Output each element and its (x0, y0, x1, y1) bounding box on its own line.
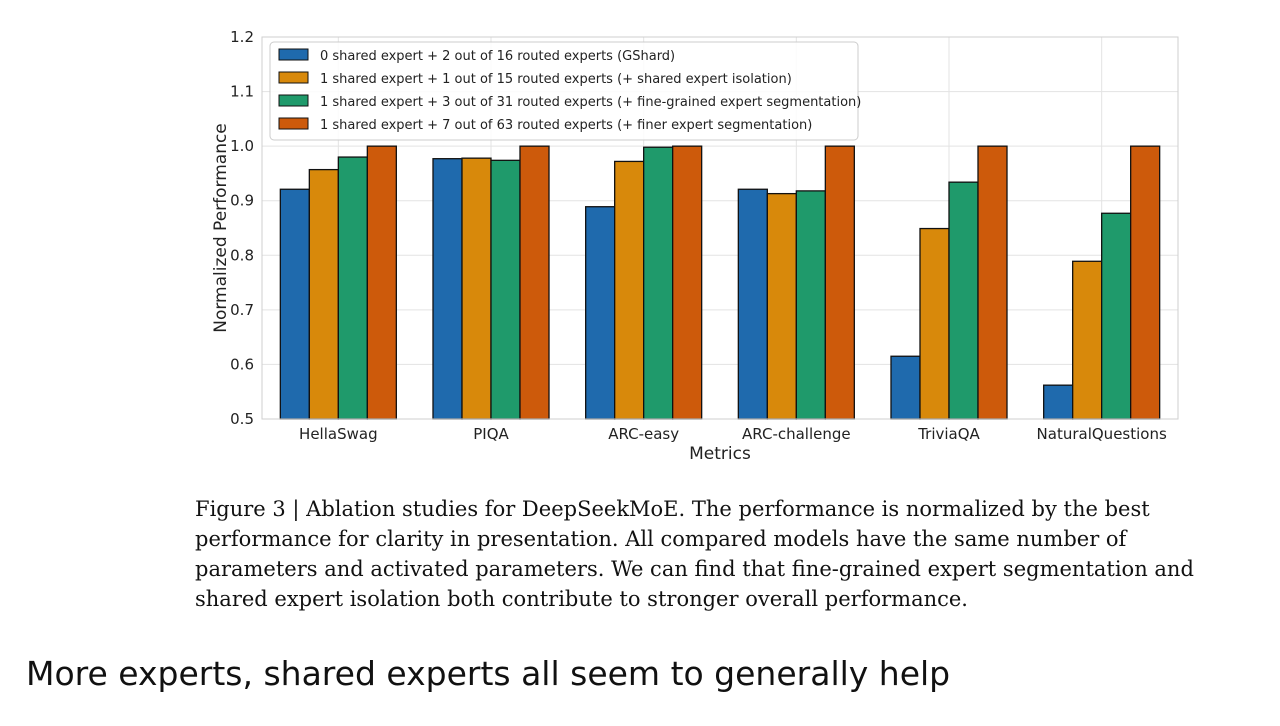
bar (643, 146, 674, 420)
bar (308, 168, 339, 420)
legend-entry: 1 shared expert + 3 out of 31 routed exp… (320, 95, 861, 110)
figure-caption: Figure 3 | Ablation studies for DeepSeek… (195, 497, 1194, 611)
bar (1130, 145, 1161, 420)
bar (337, 156, 368, 420)
legend-box (269, 41, 859, 141)
x-tick-label: HellaSwag (299, 425, 378, 443)
legend: 0 shared expert + 2 out of 16 routed exp… (269, 41, 861, 141)
bar (432, 158, 463, 420)
bars (279, 145, 1161, 420)
legend-swatch (278, 71, 309, 84)
x-tick-label: TriviaQA (917, 425, 980, 443)
bar (1101, 212, 1132, 420)
legend-swatch (278, 117, 309, 130)
y-tick-label: 1.0 (230, 137, 254, 155)
plot-frame (261, 36, 1179, 420)
legend-entry: 1 shared expert + 1 out of 15 routed exp… (320, 72, 792, 87)
bar (279, 188, 310, 420)
bar (737, 188, 768, 420)
legend-swatch (278, 48, 309, 61)
y-tick-label: 0.5 (230, 410, 254, 428)
bar (461, 157, 492, 420)
y-tick-label: 1.1 (230, 83, 254, 101)
bar (824, 145, 855, 420)
x-tick-label: ARC-easy (608, 425, 679, 443)
y-tick-label: 0.7 (230, 301, 254, 319)
bar (366, 145, 397, 420)
y-axis-label: Normalized Performance (211, 123, 231, 333)
bar-chart: 0.5 0.6 0.7 0.8 0.9 1.0 1.1 1.2 HellaSwag PIQA AR… (211, 28, 1179, 464)
bar (1043, 384, 1074, 420)
legend-entry: 1 shared expert + 7 out of 63 routed exp… (320, 118, 812, 133)
y-tick-label: 0.9 (230, 192, 254, 210)
x-tick-label: NaturalQuestions (1037, 425, 1167, 443)
y-tick-labels: 0.5 0.6 0.7 0.8 0.9 1.0 1.1 1.2 (230, 28, 254, 428)
bar (795, 190, 826, 420)
x-tick-labels: HellaSwag PIQA ARC-easy ARC-challenge Trivia… (299, 425, 1167, 443)
bar (1072, 260, 1103, 420)
legend-swatch (278, 94, 309, 107)
y-tick-label: 0.6 (230, 355, 254, 373)
bar (672, 145, 703, 420)
bar (614, 160, 645, 420)
bar (977, 145, 1008, 420)
bar (919, 227, 950, 420)
bar (766, 192, 797, 420)
x-tick-label: ARC-challenge (742, 425, 851, 443)
bar (490, 159, 521, 420)
slide-note: More experts, shared experts all seem to… (26, 654, 951, 693)
bar (519, 145, 550, 420)
bar (890, 355, 921, 420)
x-tick-label: PIQA (473, 425, 509, 443)
legend-entry: 0 shared expert + 2 out of 16 routed exp… (320, 49, 675, 64)
y-tick-label: 0.8 (230, 246, 254, 264)
bar (948, 181, 979, 420)
x-axis-label: Metrics (689, 444, 751, 464)
y-tick-label: 1.2 (230, 28, 254, 46)
bar (585, 206, 616, 420)
